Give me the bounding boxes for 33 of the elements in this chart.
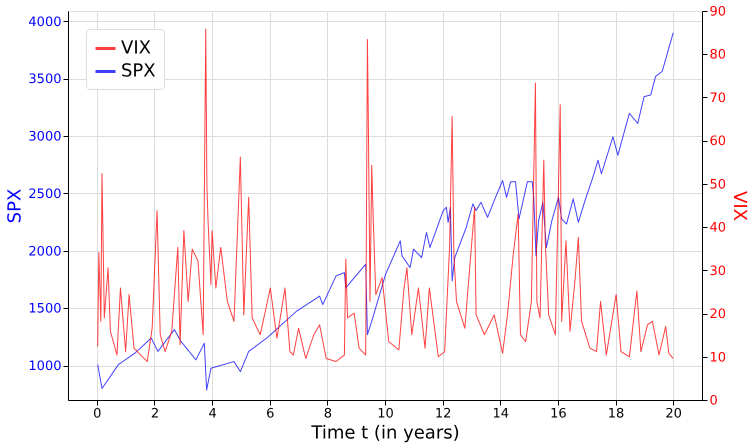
y2-tick-label: 90 bbox=[710, 4, 726, 20]
y2-tick-label: 20 bbox=[710, 307, 726, 322]
y2-tick-label: 70 bbox=[710, 90, 726, 106]
x-tick-label: 14 bbox=[492, 406, 510, 422]
y-tick-label: 3000 bbox=[28, 130, 62, 145]
x-tick-label: 12 bbox=[434, 406, 452, 422]
y2-tick-label: 10 bbox=[710, 350, 726, 366]
x-tick-label: 16 bbox=[550, 406, 567, 422]
y-tick-label: 4000 bbox=[28, 14, 62, 30]
x-tick-label: 0 bbox=[93, 406, 102, 422]
x-axis-title: Time t (in years) bbox=[310, 422, 460, 444]
x-tick-label: 2 bbox=[150, 406, 160, 422]
legend-label: SPX bbox=[121, 60, 156, 82]
y-axis-title: SPX bbox=[4, 188, 26, 224]
y-tick-label: 3500 bbox=[28, 72, 62, 88]
x-tick-label: 10 bbox=[377, 406, 394, 422]
y2-tick-label: 40 bbox=[710, 220, 726, 236]
x-tick-label: 20 bbox=[665, 406, 682, 422]
legend-label: VIX bbox=[121, 38, 151, 58]
y2-tick-label: 30 bbox=[710, 264, 726, 279]
y2-tick-label: 0 bbox=[710, 394, 718, 408]
y2-tick-label: 50 bbox=[710, 177, 726, 192]
y-tick-label: 2500 bbox=[28, 186, 62, 202]
y2-axis-title: VIX bbox=[729, 191, 750, 221]
x-tick-label: 4 bbox=[208, 406, 217, 422]
y2-tick-label: 60 bbox=[710, 134, 726, 150]
x-tick-label: 8 bbox=[324, 406, 332, 422]
y2-tick-label: 80 bbox=[710, 48, 726, 63]
x-tick-label: 18 bbox=[608, 406, 624, 422]
y-tick-label: 1500 bbox=[28, 302, 62, 317]
y-tick-label: 2000 bbox=[28, 244, 62, 260]
x-tick-label: 6 bbox=[266, 406, 274, 422]
y-tick-label: 1000 bbox=[28, 359, 62, 374]
